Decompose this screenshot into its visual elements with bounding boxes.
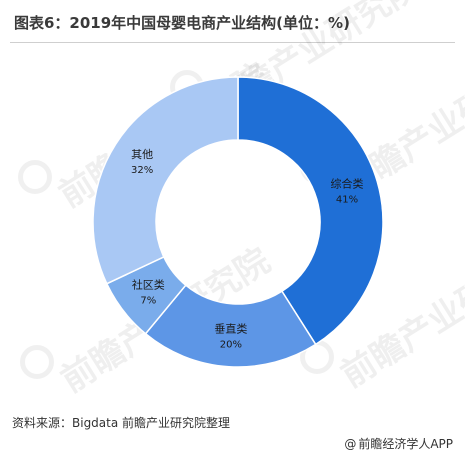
source-note: 资料来源：Bigdata 前瞻产业研究院整理	[12, 416, 231, 430]
watermark-logo-icon	[18, 160, 52, 194]
slice-category-label: 其他	[131, 148, 153, 161]
credit: @ 前瞻经济学人APP	[344, 435, 453, 452]
slice-value-label: 32%	[131, 165, 153, 176]
title-divider	[10, 42, 455, 43]
credit-text: 前瞻经济学人APP	[358, 437, 453, 451]
title-bar: 图表6：2019年中国母婴电商产业结构(单位：%)	[0, 0, 465, 46]
slice-value-label: 20%	[220, 339, 242, 350]
slice-category-label: 社区类	[132, 278, 165, 292]
slice-value-label: 7%	[140, 296, 156, 307]
slice-group	[92, 76, 384, 368]
slice-value-label: 41%	[336, 194, 358, 205]
at-sign-icon: @	[344, 437, 357, 451]
watermark-logo-icon	[20, 345, 54, 379]
donut-slice	[92, 76, 239, 285]
label-group: 综合类 41% 垂直类 20% 社区类 7% 其他 32%	[131, 148, 363, 350]
slice-category-label: 垂直类	[214, 321, 247, 335]
chart-title: 图表6：2019年中国母婴电商产业结构(单位：%)	[14, 14, 350, 32]
donut-slice	[237, 76, 384, 346]
donut-slice	[144, 284, 317, 368]
slice-category-label: 综合类	[330, 176, 363, 190]
